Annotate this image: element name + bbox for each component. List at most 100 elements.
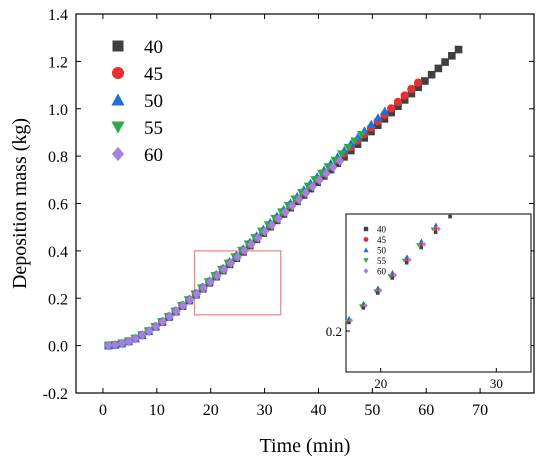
inset-point-40 xyxy=(433,230,438,234)
inset-point-55 xyxy=(401,258,407,263)
data-point-60 xyxy=(158,316,168,327)
data-point-60 xyxy=(274,213,283,224)
data-point-40 xyxy=(394,102,402,111)
data-point-55 xyxy=(330,156,340,166)
x-tick-label: 40 xyxy=(310,402,326,419)
inset-point-40 xyxy=(347,320,351,325)
x-tick-label: 20 xyxy=(203,402,219,419)
legend: 40 45 50 55 60 xyxy=(111,37,163,166)
inset-point-45 xyxy=(390,272,395,277)
data-point-60 xyxy=(315,175,324,186)
inset-point-45 xyxy=(404,257,409,262)
inset-legend-marker-55 xyxy=(363,258,369,264)
x-tick-label: 60 xyxy=(418,402,434,419)
inset-point-45 xyxy=(419,241,424,246)
inset-legend-label: 45 xyxy=(377,235,387,245)
data-point-40 xyxy=(407,89,416,98)
data-point-60 xyxy=(294,194,304,205)
data-point-50 xyxy=(373,113,383,122)
inset-point-50 xyxy=(419,238,424,243)
main-axis-ticks: 0 10 20 30 40 50 60 70 -0.2 0.0 0.2 0.4 0.6 0.8 1.0 1.2… xyxy=(43,7,534,419)
y-tick-label: -0.2 xyxy=(43,386,68,403)
legend-label: 60 xyxy=(144,145,163,166)
data-point-60 xyxy=(185,294,195,305)
data-point-60 xyxy=(117,338,127,349)
data-point-55 xyxy=(323,163,333,172)
legend-marker-50 xyxy=(111,93,125,106)
inset-point-55 xyxy=(416,243,421,248)
data-point-40 xyxy=(414,83,422,92)
y-tick-label: 0.6 xyxy=(48,197,68,214)
inset-background xyxy=(345,213,532,373)
data-point-60 xyxy=(145,326,154,336)
data-point-55 xyxy=(343,143,353,153)
x-tick-label: 30 xyxy=(257,402,273,419)
inset-point-50 xyxy=(346,315,352,320)
data-point-55 xyxy=(350,137,360,146)
data-point-60 xyxy=(233,251,242,262)
inset-point-60 xyxy=(349,317,354,323)
data-point-60 xyxy=(192,288,202,299)
data-point-45 xyxy=(400,91,409,100)
main-data-points xyxy=(103,45,463,351)
legend-label: 55 xyxy=(144,118,163,139)
inset-point-45 xyxy=(433,226,438,231)
data-point-45 xyxy=(393,97,403,107)
data-point-60 xyxy=(165,311,174,322)
data-point-60 xyxy=(329,162,338,173)
y-tick-label: 0.0 xyxy=(48,339,68,356)
data-point-45 xyxy=(407,84,416,94)
inset-point-50 xyxy=(404,254,410,259)
data-point-45 xyxy=(413,78,423,87)
legend-marker-55 xyxy=(111,121,125,134)
data-point-40 xyxy=(434,64,443,73)
data-point-55 xyxy=(337,150,347,159)
inset-point-50 xyxy=(390,269,395,274)
legend-marker-40 xyxy=(112,40,124,52)
data-point-50 xyxy=(380,106,390,115)
data-point-40 xyxy=(454,45,463,54)
inset-point-60 xyxy=(378,288,383,293)
inset-legend-marker-45 xyxy=(363,237,369,242)
inset-legend-label: 60 xyxy=(377,267,387,277)
main-plot: 0 10 20 30 40 50 60 70 -0.2 0.0 0.2 0.4 0.6 0.8 1.0 1.2… xyxy=(9,7,535,457)
inset-point-40 xyxy=(448,214,452,219)
data-point-60 xyxy=(124,336,133,347)
inset-point-60 xyxy=(363,303,368,308)
data-point-60 xyxy=(199,282,208,293)
x-tick-label: 10 xyxy=(149,402,165,419)
data-point-60 xyxy=(219,264,229,275)
data-point-60 xyxy=(288,200,297,211)
inset-legend-label: 55 xyxy=(377,256,387,266)
data-point-40 xyxy=(441,58,449,66)
inset-point-40 xyxy=(361,305,366,310)
inset-legend-label: 50 xyxy=(377,246,387,256)
data-point-60 xyxy=(335,155,345,166)
y-tick-label: 0.2 xyxy=(48,291,68,308)
inset-axis-ticks: 20 30 0.2 xyxy=(326,324,503,391)
inset-point-40 xyxy=(390,276,395,280)
data-point-60 xyxy=(131,333,140,344)
data-point-60 xyxy=(267,220,277,230)
data-point-60 xyxy=(240,245,249,256)
inset-legend-marker-40 xyxy=(363,226,369,232)
legend-marker-45 xyxy=(111,66,125,80)
inset-point-40 xyxy=(375,291,380,295)
inset-point-55 xyxy=(373,289,378,294)
data-point-60 xyxy=(254,232,263,243)
data-point-60 xyxy=(260,226,270,237)
legend-label: 40 xyxy=(144,37,163,58)
data-point-60 xyxy=(226,258,236,269)
inset-point-60 xyxy=(392,272,397,278)
inset-x-tick-label: 20 xyxy=(374,376,387,391)
inset-legend-marker-50 xyxy=(363,247,369,253)
inset-point-55 xyxy=(344,319,350,324)
inset-point-60 xyxy=(422,242,427,247)
data-point-60 xyxy=(110,339,120,350)
inset-point-55 xyxy=(359,304,364,309)
inset-legend-marker-60 xyxy=(363,268,369,274)
legend-marker-60 xyxy=(111,146,125,162)
inset-point-50 xyxy=(361,300,366,305)
